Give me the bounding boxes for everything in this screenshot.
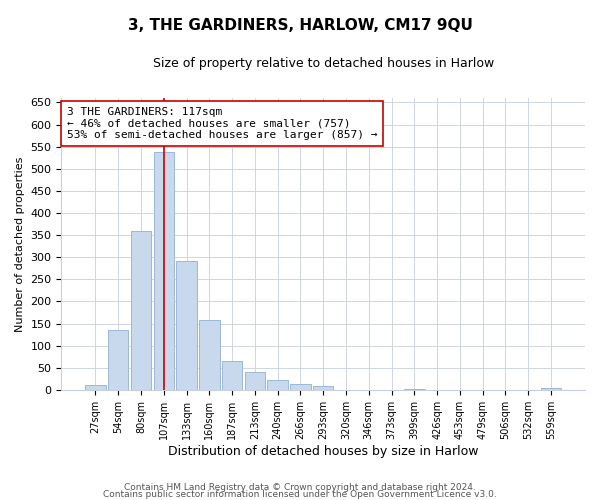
Bar xyxy=(268,380,288,390)
Bar xyxy=(108,330,128,390)
Bar xyxy=(245,372,265,390)
Bar xyxy=(541,388,561,390)
Bar xyxy=(313,386,334,390)
Bar xyxy=(404,388,425,390)
Bar xyxy=(85,386,106,390)
Title: Size of property relative to detached houses in Harlow: Size of property relative to detached ho… xyxy=(152,58,494,70)
Bar xyxy=(222,361,242,390)
X-axis label: Distribution of detached houses by size in Harlow: Distribution of detached houses by size … xyxy=(168,444,478,458)
Bar xyxy=(176,261,197,390)
Bar xyxy=(154,152,174,390)
Bar xyxy=(290,384,311,390)
Text: Contains HM Land Registry data © Crown copyright and database right 2024.: Contains HM Land Registry data © Crown c… xyxy=(124,484,476,492)
Text: 3 THE GARDINERS: 117sqm
← 46% of detached houses are smaller (757)
53% of semi-d: 3 THE GARDINERS: 117sqm ← 46% of detache… xyxy=(67,107,377,140)
Y-axis label: Number of detached properties: Number of detached properties xyxy=(15,156,25,332)
Bar xyxy=(199,320,220,390)
Bar xyxy=(131,230,151,390)
Text: Contains public sector information licensed under the Open Government Licence v3: Contains public sector information licen… xyxy=(103,490,497,499)
Text: 3, THE GARDINERS, HARLOW, CM17 9QU: 3, THE GARDINERS, HARLOW, CM17 9QU xyxy=(128,18,472,32)
